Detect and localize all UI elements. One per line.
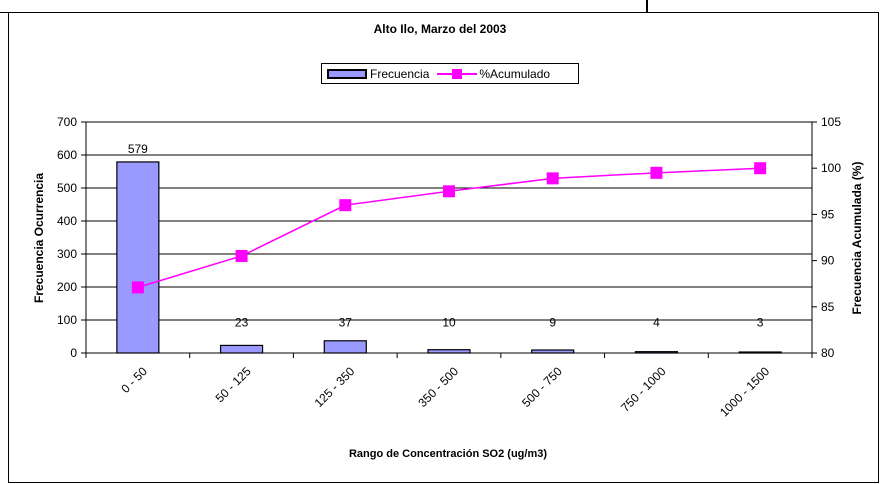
x-axis-tick-labels: 0 - 50 50 - 125 125 - 350 350 - 500 500 - 75… [118, 364, 772, 419]
line-point [546, 172, 559, 185]
bar-data-labels: 579 23 37 10 9 4 3 [128, 142, 764, 330]
y2-tick-label: 105 [821, 115, 841, 129]
legend-label-acumulado: %Acumulado [479, 66, 551, 81]
y-tick-label: 700 [57, 115, 77, 129]
line-point [235, 249, 248, 262]
bar-data-label: 3 [757, 316, 764, 330]
line-point [339, 199, 352, 212]
y2-tick-label: 85 [821, 300, 835, 314]
x-tick-label: 500 - 750 [519, 364, 565, 410]
frame-top-tick [646, 0, 648, 12]
x-tick-label: 125 - 350 [312, 364, 358, 410]
line-series [131, 162, 767, 294]
y2-tick-label: 100 [821, 161, 841, 175]
bar-data-label: 9 [549, 316, 556, 330]
line-point [650, 166, 663, 179]
x-tick-label: 1000 - 1500 [717, 364, 772, 419]
axes [85, 122, 813, 354]
y2-axis-title: Frecuencia Acumulada (%) [850, 162, 864, 315]
y-axis-title: Frecuencia Ocurrencia [32, 173, 46, 303]
y2-tick-label: 80 [821, 346, 835, 360]
legend-line-swatch [437, 68, 478, 79]
line-point [754, 162, 767, 175]
bar [116, 161, 160, 354]
x-tick-label: 750 - 1000 [618, 364, 669, 415]
frame-top-edge [0, 12, 8, 13]
y-tick-label: 200 [57, 280, 77, 294]
y2-tick-label: 95 [821, 207, 835, 221]
y-tick-label: 500 [57, 181, 77, 195]
bar [323, 340, 367, 354]
line-point [443, 185, 455, 198]
bar-data-label: 579 [128, 142, 148, 156]
y2-tick-label: 90 [821, 254, 835, 268]
x-tick-label: 0 - 50 [118, 364, 150, 396]
bar [219, 344, 264, 354]
left-axis-tick-labels: 0 100 200 300 400 500 600 700 [57, 115, 77, 360]
bar-data-label: 10 [442, 316, 456, 330]
y-tick-label: 0 [70, 346, 77, 360]
bar-series [116, 161, 782, 354]
x-tick-label: 50 - 125 [213, 364, 254, 405]
legend-label-frecuencia: Frecuencia [370, 66, 430, 81]
x-axis-title: Rango de Concentración SO2 (ug/m3) [349, 448, 547, 460]
right-axis-tick-labels: 80 85 90 95 100 105 [821, 115, 841, 360]
legend-bar-swatch [327, 68, 367, 79]
y-tick-label: 300 [57, 247, 77, 261]
chart-title: Alto Ilo, Marzo del 2003 [373, 22, 507, 36]
bar-data-label: 37 [339, 316, 353, 330]
bar-data-label: 4 [653, 316, 660, 330]
y-tick-label: 400 [57, 214, 77, 228]
x-tick-label: 350 - 500 [415, 364, 461, 410]
line-point [131, 281, 144, 294]
chart-legend: Frecuencia %Acumulado [321, 63, 579, 84]
y-tick-label: 600 [57, 148, 77, 162]
y-tick-label: 100 [57, 313, 77, 327]
bar-data-label: 23 [235, 316, 249, 330]
